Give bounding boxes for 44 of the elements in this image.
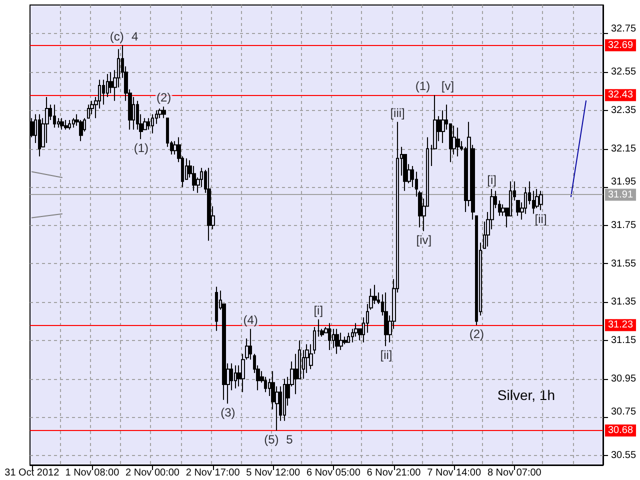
x-tick-label: 2 Nov 00:00 [126, 468, 180, 478]
ref-line-label: 32.69 [608, 40, 634, 51]
annotation: (2) [469, 327, 484, 342]
annotation: (1) [415, 79, 430, 94]
annotation: [v] [441, 79, 454, 94]
annotation: [i] [314, 303, 324, 318]
x-tick-label: 5 Nov 12:00 [246, 468, 301, 478]
annotation: (4) [243, 312, 258, 327]
ref-line-label: 31.91 [608, 189, 634, 200]
annotation: (2) [156, 90, 172, 105]
annotation: [iv] [416, 233, 432, 248]
annotation: (1) [134, 141, 149, 156]
y-tick-label: 30.95 [611, 373, 636, 384]
x-tick-label: 6 Nov 05:00 [306, 468, 361, 478]
x-tick-label: 8 Nov 07:00 [487, 468, 542, 478]
annotation: 4 [132, 29, 139, 44]
ref-line-label: 32.43 [608, 90, 634, 101]
annotation: [ii] [380, 348, 392, 362]
annotation: (3) [220, 406, 236, 420]
ref-line-label: 30.68 [608, 425, 634, 436]
x-tick-label: 1 Nov 08:00 [65, 468, 120, 478]
annotation: (5) [264, 432, 279, 446]
y-tick-label: 32.75 [611, 23, 636, 34]
x-tick-label: 31 Oct 2012 [4, 468, 60, 478]
y-tick-label: 31.15 [611, 334, 636, 346]
x-tick-label: 6 Nov 21:00 [366, 468, 422, 478]
y-tick-label: 32.35 [611, 104, 636, 116]
annotation: (c) [110, 29, 124, 44]
y-tick-label: 30.55 [611, 450, 636, 461]
annotation: [ii] [534, 212, 547, 226]
x-tick-label: 7 Nov 14:00 [427, 468, 482, 478]
y-tick-label: 31.75 [611, 220, 636, 231]
annotation: 5 [286, 432, 294, 446]
y-tick-label: 31.95 [611, 176, 636, 188]
y-tick-label: 31.55 [611, 258, 636, 270]
annotation: [i] [487, 173, 496, 187]
y-tick-label: 31.35 [611, 296, 636, 308]
annotation: [iii] [390, 106, 405, 120]
x-tick-label: 2 Nov 17:00 [186, 468, 240, 478]
ref-line-label: 31.23 [608, 320, 634, 331]
y-tick-label: 30.75 [611, 406, 636, 418]
annotation: Silver, 1h [497, 387, 556, 403]
y-tick-label: 32.15 [611, 143, 636, 154]
y-tick-label: 32.55 [611, 66, 636, 78]
